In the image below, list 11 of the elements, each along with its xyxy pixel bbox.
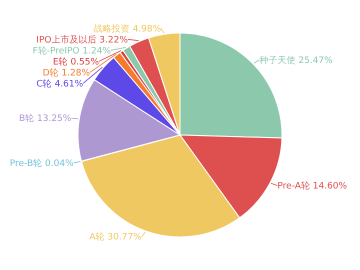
slice-label: F轮-PreIPO 1.24% [32,45,112,56]
slice-label: Pre-A轮 14.60% [277,180,348,192]
slice-label: E轮 0.55% [52,56,100,68]
slice-label: B轮 13.25% [18,113,72,124]
slice-label: C轮 4.61% [36,78,84,90]
slice-label: 种子天使 25.47% [259,54,334,66]
slice-label: IPO上市及以后 3.22% [36,34,128,46]
slice-label: D轮 1.28% [42,67,90,78]
slice-label: A轮 30.77% [89,232,142,243]
slice-label: 战略投资 4.98% [94,23,162,34]
slice-label: Pre-B轮 0.04% [10,158,74,169]
